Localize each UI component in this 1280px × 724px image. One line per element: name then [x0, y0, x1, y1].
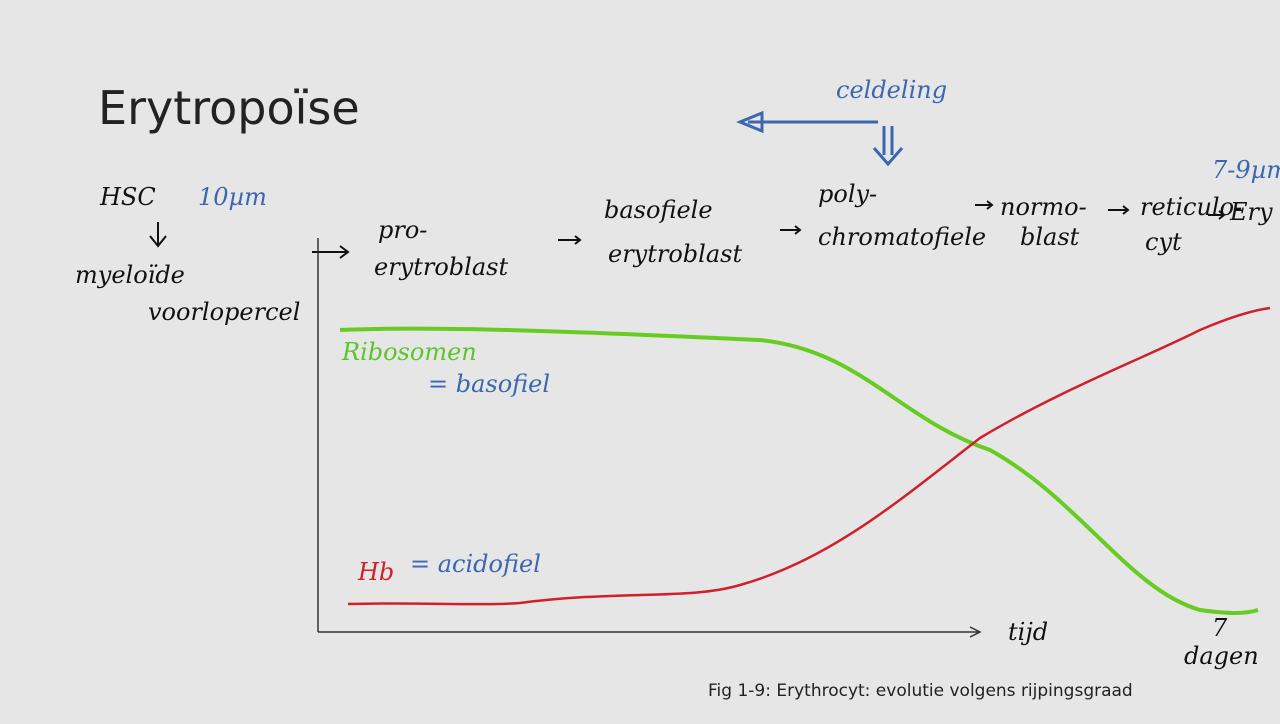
arrow	[780, 225, 802, 235]
note: HSC	[99, 183, 156, 211]
curve-label: Ribosomen	[341, 338, 477, 366]
arrow	[558, 235, 582, 245]
arrow	[1108, 205, 1130, 215]
arrow	[872, 126, 904, 167]
axis-label: 7	[1212, 614, 1228, 642]
note: 7-9µm	[1212, 156, 1280, 184]
note: myeloïde	[75, 261, 185, 289]
axis-label: dagen	[1184, 642, 1259, 670]
stage: poly-	[818, 180, 877, 208]
note: celdeling	[836, 76, 947, 104]
stage: basofiele	[604, 196, 713, 224]
hb-curve	[347, 306, 1271, 606]
curve-label: Hb	[357, 558, 394, 586]
arrow	[736, 110, 878, 134]
note: = acidofiel	[410, 550, 541, 578]
note: 10µm	[198, 183, 267, 211]
arrow	[1208, 210, 1226, 220]
arrow	[975, 200, 994, 210]
stage: Ery	[1229, 198, 1273, 226]
stage: pro-	[378, 216, 427, 244]
stage: cyt	[1145, 228, 1182, 256]
title: Erytropoïse	[98, 81, 360, 135]
caption: Fig 1-9: Erythrocyt: evolutie volgens ri…	[708, 681, 1133, 701]
stage: erytroblast	[374, 253, 508, 281]
arrow	[149, 222, 167, 248]
stage: blast	[1020, 223, 1080, 251]
note: voorlopercel	[148, 298, 300, 326]
note: = basofiel	[428, 370, 550, 398]
x-axis	[318, 626, 982, 638]
axis-label: tijd	[1008, 618, 1048, 646]
stage: erytroblast	[608, 240, 742, 268]
stage: reticulo-	[1140, 193, 1242, 221]
stage: normo-	[1000, 193, 1087, 221]
ribosome-curve	[339, 326, 1259, 615]
stage: chromatofiele	[818, 223, 986, 251]
